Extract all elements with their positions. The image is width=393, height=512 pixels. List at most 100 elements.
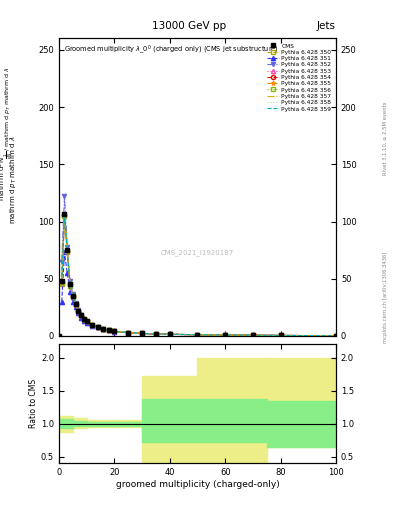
Pythia 6.428 353 xyxy=(107,327,111,333)
Pythia 6.428 354 xyxy=(101,326,106,332)
CMS xyxy=(73,301,78,307)
Pythia 6.428 355 xyxy=(112,328,117,334)
Pythia 6.428 358 xyxy=(126,330,130,336)
CMS xyxy=(107,327,111,333)
Pythia 6.428 356 xyxy=(79,312,83,318)
Pythia 6.428 359 xyxy=(65,248,70,254)
Pythia 6.428 359 xyxy=(278,332,283,338)
Pythia 6.428 356 xyxy=(140,330,145,336)
CMS xyxy=(126,330,130,336)
Pythia 6.428 359 xyxy=(95,324,100,330)
Pythia 6.428 353 xyxy=(112,328,117,334)
Pythia 6.428 351 xyxy=(167,331,172,337)
Pythia 6.428 352 xyxy=(81,317,86,323)
Pythia 6.428 355 xyxy=(68,282,72,288)
Pythia 6.428 358 xyxy=(65,248,70,254)
Pythia 6.428 353 xyxy=(62,211,67,218)
Pythia 6.428 355 xyxy=(195,332,200,338)
Pythia 6.428 352 xyxy=(195,332,200,338)
Pythia 6.428 353 xyxy=(334,333,338,339)
Pythia 6.428 359 xyxy=(84,318,89,324)
Pythia 6.428 356 xyxy=(76,308,81,314)
Pythia 6.428 355 xyxy=(107,327,111,333)
CMS xyxy=(90,322,95,328)
Pythia 6.428 352 xyxy=(107,327,111,333)
Pythia 6.428 354 xyxy=(167,331,172,337)
Pythia 6.428 359 xyxy=(76,308,81,314)
Pythia 6.428 350 xyxy=(107,327,111,333)
Pythia 6.428 353 xyxy=(140,330,145,336)
Pythia 6.428 354 xyxy=(79,312,83,318)
Pythia 6.428 358 xyxy=(76,308,81,314)
Pythia 6.428 355 xyxy=(79,312,83,318)
Pythia 6.428 350 xyxy=(95,324,100,330)
Pythia 6.428 355 xyxy=(84,318,89,324)
Pythia 6.428 354 xyxy=(59,279,64,285)
Pythia 6.428 350 xyxy=(70,294,75,300)
Pythia 6.428 350 xyxy=(101,326,106,332)
Pythia 6.428 351 xyxy=(79,314,83,321)
Pythia 6.428 354 xyxy=(112,328,117,334)
Pythia 6.428 350 xyxy=(73,302,78,308)
Pythia 6.428 350 xyxy=(278,332,283,338)
Pythia 6.428 354 xyxy=(223,332,228,338)
Pythia 6.428 350 xyxy=(126,330,130,336)
Pythia 6.428 355 xyxy=(59,279,64,285)
Pythia 6.428 350 xyxy=(251,332,255,338)
Pythia 6.428 355 xyxy=(95,324,100,330)
Pythia 6.428 352 xyxy=(95,324,100,330)
Pythia 6.428 353 xyxy=(278,332,283,338)
CMS xyxy=(79,312,83,318)
CMS xyxy=(70,293,75,299)
Pythia 6.428 353 xyxy=(65,248,70,254)
Pythia 6.428 356 xyxy=(167,331,172,337)
Pythia 6.428 357 xyxy=(65,248,70,254)
CMS xyxy=(101,326,106,332)
Pythia 6.428 358 xyxy=(107,327,111,333)
Pythia 6.428 358 xyxy=(73,301,78,307)
Pythia 6.428 352 xyxy=(84,319,89,325)
Pythia 6.428 358 xyxy=(70,293,75,299)
Pythia 6.428 355 xyxy=(65,248,70,254)
Pythia 6.428 357 xyxy=(81,316,86,322)
Pythia 6.428 355 xyxy=(154,331,158,337)
Pythia 6.428 353 xyxy=(195,332,200,338)
Pythia 6.428 356 xyxy=(112,328,117,334)
Pythia 6.428 350 xyxy=(65,249,70,255)
Pythia 6.428 357 xyxy=(76,308,81,314)
Pythia 6.428 350 xyxy=(334,333,338,339)
Pythia 6.428 352 xyxy=(334,333,338,339)
Pythia 6.428 359 xyxy=(81,316,86,322)
Pythia 6.428 352 xyxy=(278,332,283,338)
Pythia 6.428 352 xyxy=(62,194,67,200)
Pythia 6.428 351 xyxy=(107,328,111,334)
Pythia 6.428 350 xyxy=(62,213,67,219)
Text: Groomed multiplicity $\lambda\_0^0$ (charged only) (CMS jet substructure): Groomed multiplicity $\lambda\_0^0$ (cha… xyxy=(64,43,279,56)
Text: Rivet 3.1.10, ≥ 2.5M events: Rivet 3.1.10, ≥ 2.5M events xyxy=(383,101,387,175)
CMS xyxy=(167,331,172,337)
Line: Pythia 6.428 352: Pythia 6.428 352 xyxy=(60,194,338,338)
Pythia 6.428 357 xyxy=(68,282,72,288)
Pythia 6.428 354 xyxy=(251,332,255,338)
Pythia 6.428 354 xyxy=(81,316,86,322)
Line: Pythia 6.428 350: Pythia 6.428 350 xyxy=(60,214,338,338)
Pythia 6.428 354 xyxy=(65,248,70,254)
Pythia 6.428 358 xyxy=(95,324,100,330)
Pythia 6.428 351 xyxy=(334,333,338,339)
Line: CMS: CMS xyxy=(57,211,338,338)
Pythia 6.428 352 xyxy=(68,278,72,284)
Pythia 6.428 353 xyxy=(126,330,130,336)
Pythia 6.428 357 xyxy=(140,330,145,336)
Pythia 6.428 357 xyxy=(112,328,117,334)
Pythia 6.428 351 xyxy=(95,324,100,330)
CMS xyxy=(62,210,67,217)
Pythia 6.428 354 xyxy=(154,331,158,337)
CMS xyxy=(140,330,145,336)
Pythia 6.428 356 xyxy=(70,293,75,299)
CMS xyxy=(57,333,61,339)
Pythia 6.428 356 xyxy=(278,332,283,338)
Pythia 6.428 359 xyxy=(195,332,200,338)
Pythia 6.428 353 xyxy=(70,293,75,299)
Pythia 6.428 352 xyxy=(167,331,172,337)
Pythia 6.428 354 xyxy=(70,293,75,299)
